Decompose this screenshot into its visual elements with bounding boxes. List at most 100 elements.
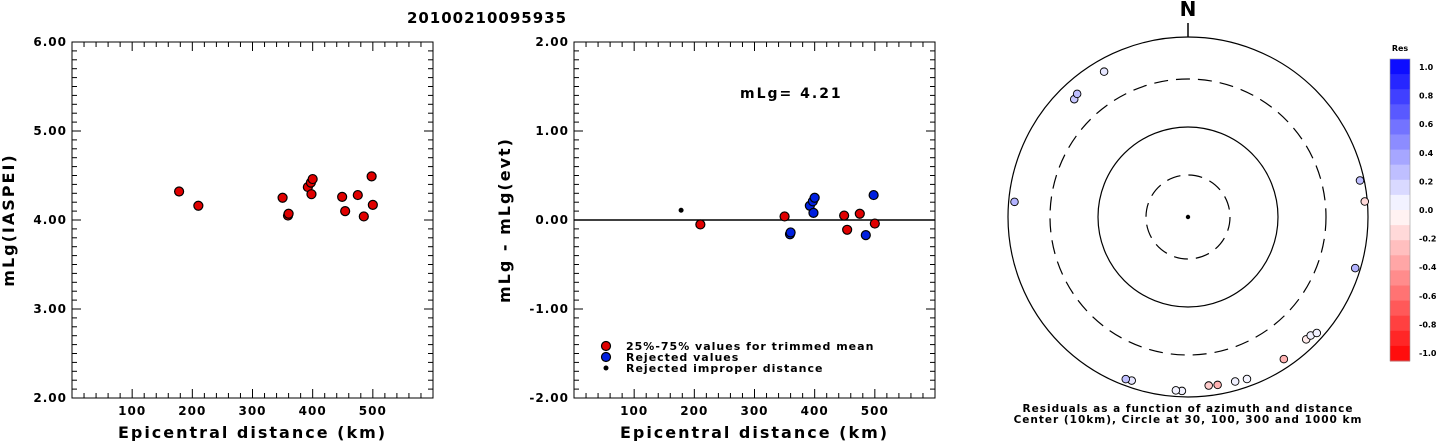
plot-frame (71, 41, 434, 399)
colorbar-segment (1390, 240, 1410, 256)
data-point (352, 189, 363, 201)
colorbar-segment (1390, 149, 1410, 166)
station-residual-point (1355, 176, 1365, 185)
data-point-rejected (785, 227, 796, 238)
colorbar-tick-label: 0.8 (1419, 92, 1434, 101)
data-point (367, 199, 378, 210)
station-residual-point (1099, 67, 1109, 76)
colorbar-segment (1390, 134, 1410, 151)
data-point-trimmed (869, 218, 880, 229)
colorbar-segment (1390, 59, 1410, 75)
colorbar-tick-label: 0.2 (1419, 177, 1433, 186)
legend-label: Rejected values (626, 351, 739, 364)
colorbar-segment (1390, 225, 1410, 241)
x-tick-label: 300 (238, 404, 266, 418)
legend-marker (603, 365, 609, 371)
north-label: N (1180, 0, 1197, 21)
colorbar-tick-label: -0.4 (1419, 263, 1437, 272)
station-residual-point (1010, 197, 1019, 207)
colorbar-segment (1390, 74, 1410, 90)
data-point (306, 189, 317, 200)
y-axis-label: mLg(IASPEI) (0, 153, 18, 286)
caption-line: Center (10km), Circle at 30, 100, 300 an… (1014, 414, 1363, 426)
colorbar-tick-label: -1.0 (1419, 349, 1437, 358)
data-point (193, 200, 204, 211)
data-point-rejected (860, 230, 871, 241)
legend-marker (600, 340, 612, 352)
colorbar-segment (1390, 89, 1410, 105)
data-point (307, 173, 318, 185)
caption-line: Residuals as a function of azimuth and d… (1023, 403, 1354, 415)
x-tick-label: 300 (740, 404, 768, 418)
y-tick-label: 3.00 (33, 302, 67, 316)
y-tick-label: 5.00 (33, 124, 67, 138)
data-point (277, 192, 288, 203)
station-residual-point (1213, 380, 1222, 390)
x-tick-label: 200 (178, 404, 206, 418)
colorbar-segment (1390, 119, 1410, 135)
x-axis-label: Epicentral distance (km) (620, 423, 889, 441)
range-ring-30km (1145, 174, 1231, 260)
magnitude-vs-distance-plot: 100 200 300 400 500 2.00 3.00 4.00 5.00 6.00 Epice… (0, 35, 434, 441)
legend-label: 25%-75% values for trimmed mean (626, 340, 874, 353)
data-point (358, 211, 369, 222)
x-tick-label: 100 (118, 404, 146, 418)
legend-label: Rejected improper distance (626, 362, 823, 375)
colorbar-segment (1390, 270, 1410, 286)
y-tick-label: -2.00 (529, 391, 569, 405)
y-tick-label: 1.00 (535, 124, 569, 138)
x-axis-label: Epicentral distance (km) (118, 423, 387, 441)
x-tick-label: 400 (299, 404, 327, 418)
data-point (340, 206, 351, 217)
azimuth-distance-residual-map: N Residuals as a function of azimuth and … (1007, 0, 1437, 426)
y-tick-label: -1.00 (529, 302, 569, 316)
station-residual-point (1204, 381, 1213, 390)
station-residual-point (1242, 374, 1252, 384)
data-point-rejected (868, 189, 879, 201)
colorbar-segment (1390, 345, 1410, 362)
range-ring-300km (1049, 78, 1327, 356)
colorbar-segment (1390, 315, 1410, 332)
data-point (366, 171, 377, 182)
legend-marker (600, 351, 612, 363)
x-tick-label: 200 (680, 404, 708, 418)
colorbar-segment (1390, 194, 1410, 211)
data-point (283, 208, 294, 219)
data-point-rejected-distance (678, 207, 684, 213)
colorbar-segment (1390, 300, 1410, 317)
station-residual-point (1279, 354, 1289, 364)
station-residual-point (1171, 386, 1181, 395)
data-point (337, 191, 348, 202)
x-tick-label: 100 (620, 404, 648, 418)
station-residual-point (1350, 263, 1360, 273)
range-ring-100km (1097, 126, 1279, 308)
y-tick-label: 0.00 (535, 213, 569, 227)
colorbar-tick-label: 1.0 (1419, 63, 1434, 72)
colorbar-frame (1389, 58, 1411, 362)
colorbar-segment (1390, 210, 1410, 226)
station-residual-point (1312, 328, 1322, 338)
data-point-trimmed (695, 219, 706, 230)
data-point-rejected (809, 192, 820, 203)
mlg-annotation: mLg= 4.21 (740, 86, 843, 102)
colorbar-tick-label: -0.8 (1419, 320, 1437, 329)
colorbar-tick-label: 0.0 (1419, 206, 1434, 215)
data-point-trimmed (839, 210, 850, 221)
colorbar-tick-label: -0.2 (1419, 235, 1437, 244)
colorbar-title: Res (1392, 44, 1409, 53)
x-tick-label: 400 (801, 404, 829, 418)
data-point (173, 186, 185, 197)
y-tick-label: 2.00 (535, 35, 569, 49)
y-tick-label: 6.00 (33, 35, 67, 49)
residual-vs-distance-plot: 100 200 300 400 500 -2.00 -1.00 0.00 1.00 2.00 Epi… (495, 35, 936, 441)
x-tick-label: 500 (359, 404, 387, 418)
colorbar-segment (1390, 164, 1410, 181)
y-axis-label: mLg - mLg(evt) (495, 137, 514, 303)
colorbar-segment (1390, 104, 1410, 120)
colorbar-segment (1390, 285, 1410, 302)
data-point-trimmed (779, 211, 790, 222)
colorbar-tick-label: -0.6 (1419, 292, 1437, 301)
colorbar-segment (1390, 255, 1410, 271)
figure-title: 20100210095935 (407, 9, 567, 27)
